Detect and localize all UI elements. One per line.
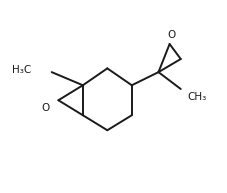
- Text: O: O: [167, 30, 175, 40]
- Text: CH₃: CH₃: [187, 91, 206, 102]
- Text: O: O: [41, 103, 49, 113]
- Text: H₃C: H₃C: [12, 65, 31, 75]
